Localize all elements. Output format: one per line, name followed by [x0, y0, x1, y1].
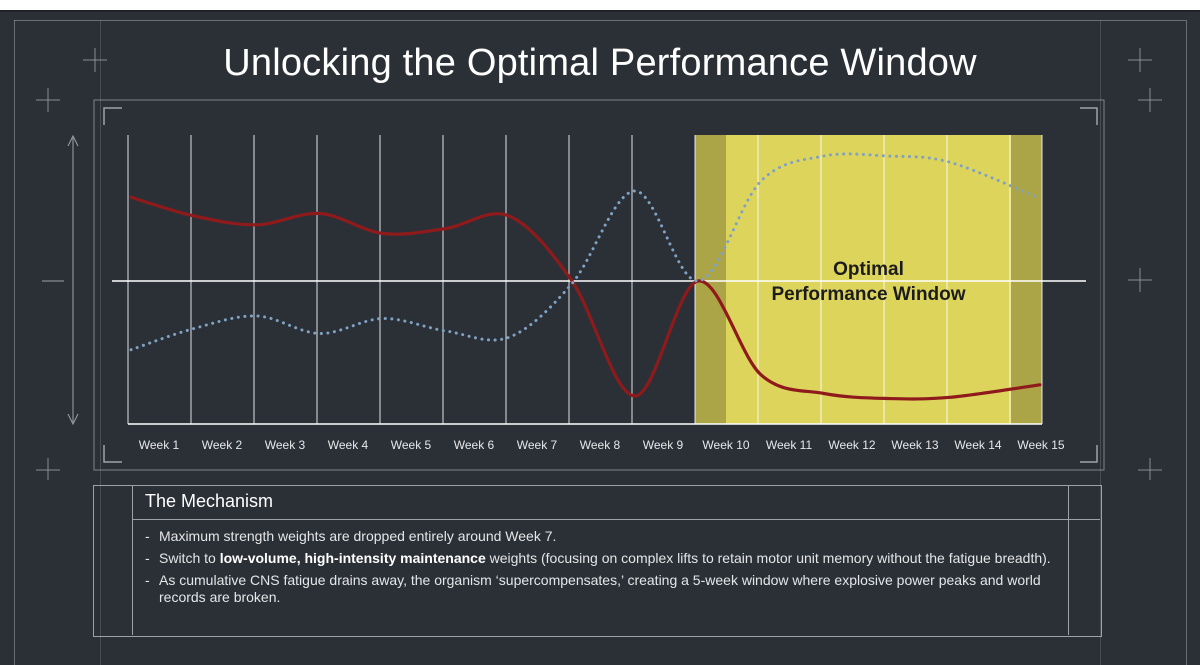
- frame-line-right: [1186, 20, 1187, 665]
- x-tick-label: Week 12: [828, 438, 875, 452]
- x-tick-label: Week 9: [643, 438, 684, 452]
- x-tick-label: Week 2: [202, 438, 243, 452]
- x-tick-label: Week 5: [391, 438, 432, 452]
- x-tick-label: Week 10: [702, 438, 749, 452]
- bullet-2-bold: low-volume, high-intensity maintenance: [219, 550, 486, 566]
- highlight-layer: [695, 135, 1042, 424]
- dimension-arrow-bottom: [67, 413, 79, 426]
- highlight-label-line1: Optimal: [833, 259, 904, 280]
- performance-chart: Week 1 Week 2 Week 3 Week 4 Week 5 Week 6 Week…: [36, 48, 1162, 480]
- corner-bracket-br: [1080, 445, 1098, 463]
- bullet-2-post: weights (focusing on complex lifts to re…: [485, 550, 1051, 566]
- dimension-arrow-top: [67, 134, 79, 147]
- frame-line-left-inner: [100, 20, 101, 665]
- frame-line-top: [14, 20, 1186, 21]
- mechanism-title: The Mechanism: [145, 491, 274, 511]
- top-bar-shadow: [0, 10, 1200, 12]
- bullet-3-text: As cumulative CNS fatigue drains away, t…: [159, 572, 1041, 605]
- x-tick-label: Week 15: [1017, 438, 1064, 452]
- bullet-dash: -: [145, 572, 150, 588]
- chart-frame: [93, 99, 1105, 471]
- x-tick-label: Week 11: [766, 438, 813, 452]
- bullet-dash: -: [145, 550, 150, 566]
- mechanism-inner-frame: [132, 485, 1069, 635]
- frame-line-left: [14, 20, 15, 665]
- bullet-dash: -: [145, 528, 150, 544]
- mechanism-separator: [132, 519, 1100, 520]
- series-layer: [129, 152, 1042, 401]
- corner-bracket-tl: [103, 107, 122, 125]
- bullet-1: - Maximum strength weights are dropped e…: [145, 528, 1065, 545]
- highlight-band: [695, 135, 1042, 424]
- x-tick-label: Week 13: [891, 438, 938, 452]
- corner-bracket-tr: [1080, 107, 1098, 125]
- x-tick-label: Week 1: [139, 438, 180, 452]
- frame-line-right-inner: [1100, 20, 1101, 665]
- corner-bracket-bl: [103, 445, 122, 463]
- series-line-solid: [129, 195, 1042, 401]
- grid-layer: [112, 135, 1086, 425]
- bullet-1-text: Maximum strength weights are dropped ent…: [159, 528, 557, 544]
- bullet-3: - As cumulative CNS fatigue drains away,…: [145, 572, 1065, 606]
- x-tick-label: Week 7: [517, 438, 558, 452]
- x-tick-label: Week 3: [265, 438, 306, 452]
- mechanism-bullets: - Maximum strength weights are dropped e…: [145, 528, 1065, 611]
- x-tick-label: Week 6: [454, 438, 495, 452]
- label-layer: Week 1 Week 2 Week 3 Week 4 Week 5 Week 6 Week…: [139, 259, 1065, 452]
- top-bar: [0, 0, 1200, 10]
- bullet-2-text: Switch to low-volume, high-intensity mai…: [159, 550, 1051, 567]
- highlight-band-edge-right: [1011, 135, 1042, 424]
- bullet-2: - Switch to low-volume, high-intensity m…: [145, 550, 1065, 567]
- x-tick-label: Week 4: [328, 438, 369, 452]
- x-tick-label: Week 14: [954, 438, 1001, 452]
- chart-decorations: [36, 48, 1162, 480]
- bullet-2-pre: Switch to: [159, 550, 220, 566]
- page-title: Unlocking the Optimal Performance Window: [223, 42, 977, 84]
- highlight-label-line2: Performance Window: [771, 284, 965, 305]
- mechanism-box: [93, 485, 1102, 637]
- x-tick-label: Week 8: [580, 438, 621, 452]
